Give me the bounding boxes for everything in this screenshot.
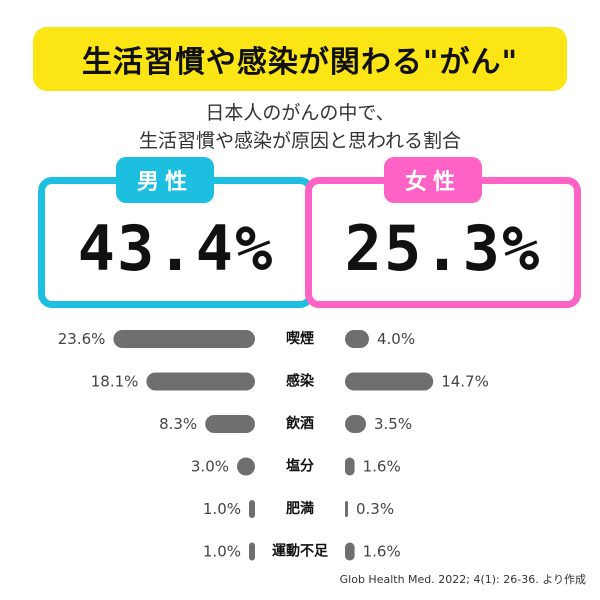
female-value-label: 0.3% — [356, 500, 394, 518]
female-value-label: 1.6% — [363, 543, 401, 561]
male-label-tag: 男性 — [116, 157, 214, 203]
female-total-value: 25.3% — [344, 212, 542, 285]
male-bar — [113, 330, 256, 348]
category-label: 飲酒 — [285, 415, 314, 432]
female-value-label: 1.6% — [363, 458, 401, 476]
male-value-label: 18.1% — [91, 373, 139, 391]
category-label: 喫煙 — [286, 330, 314, 347]
female-value-label: 3.5% — [374, 415, 412, 433]
male-value-label: 1.0% — [203, 543, 241, 561]
female-bar — [345, 330, 369, 348]
factor-bar-chart: 23.6% 4.0% 喫煙 18.1% 14.7% 感染 8.3% 3.5% 飲酒 3.0% 1.6… — [58, 330, 489, 561]
title-banner: 生活習慣や感染が関わる"がん" — [33, 27, 567, 91]
male-total-value: 43.4% — [77, 212, 275, 285]
category-label: 塩分 — [286, 458, 314, 475]
male-bar — [249, 500, 255, 518]
male-value-label: 3.0% — [191, 458, 229, 476]
female-bar — [345, 457, 355, 476]
male-value-label: 8.3% — [159, 415, 197, 433]
female-value-label: 4.0% — [377, 330, 415, 348]
female-label-tag: 女性 — [384, 157, 482, 203]
female-value-label: 14.7% — [441, 373, 489, 391]
male-bar — [237, 457, 255, 476]
female-bar — [345, 415, 366, 433]
male-value-label: 1.0% — [203, 500, 241, 518]
male-bar — [146, 372, 255, 391]
subtitle-line-2: 生活習慣や感染が原因と思われる割合 — [138, 130, 462, 152]
female-bar — [345, 501, 348, 517]
category-label: 感染 — [286, 373, 315, 390]
page-title: 生活習慣や感染が関わる"がん" — [81, 45, 519, 80]
male-value-label: 23.6% — [58, 330, 106, 348]
source-citation: Glob Health Med. 2022; 4(1): 26-36. より作成 — [339, 573, 586, 586]
category-label: 肥満 — [286, 500, 314, 517]
female-bar — [345, 372, 434, 391]
category-label: 運動不足 — [272, 543, 329, 560]
subtitle-line-1: 日本人のがんの中で、 — [205, 102, 395, 124]
male-bar — [249, 542, 255, 561]
female-bar — [345, 542, 355, 561]
male-bar — [205, 415, 255, 433]
